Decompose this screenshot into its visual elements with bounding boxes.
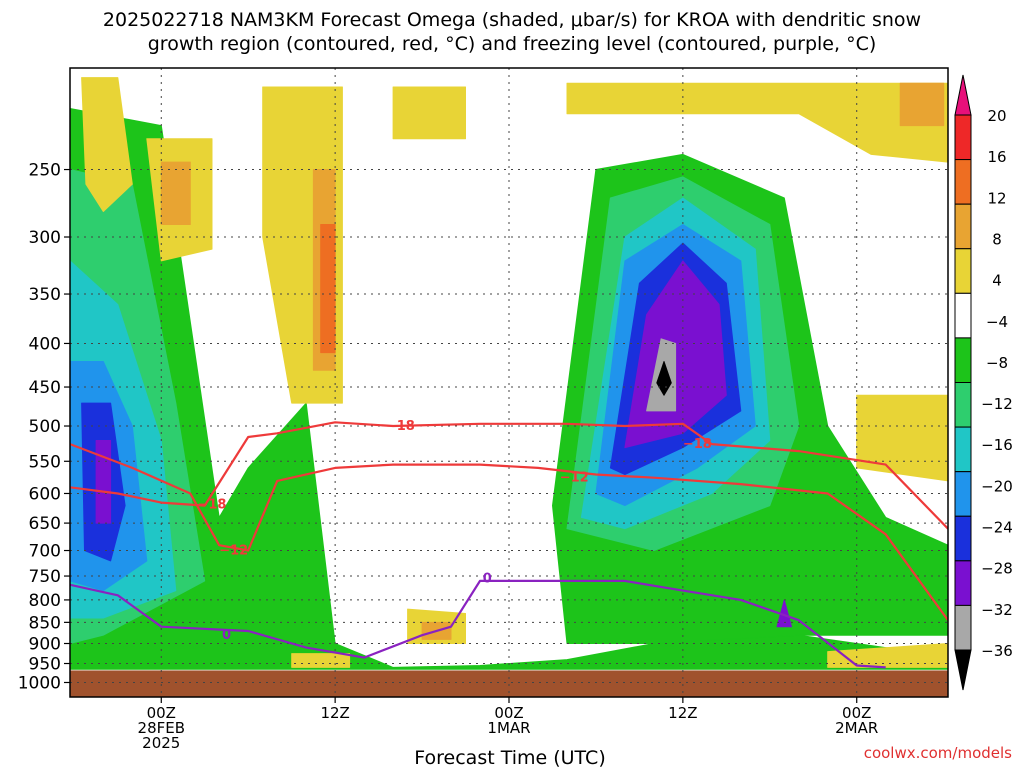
colorbar-box bbox=[954, 382, 972, 428]
colorbar-label: 4 bbox=[992, 272, 1002, 290]
contour-line bbox=[70, 443, 948, 621]
colorbar-box bbox=[954, 426, 972, 473]
y-tick-label: 750 bbox=[29, 567, 61, 587]
colorbar-box bbox=[954, 203, 972, 250]
y-tick-label: 500 bbox=[29, 417, 61, 437]
y-tick-label: 600 bbox=[29, 484, 61, 504]
y-tick-label: 400 bbox=[29, 334, 61, 354]
y-tick-label: 700 bbox=[29, 542, 61, 562]
axes: 2503003504004505005506006507007508008509… bbox=[18, 67, 949, 752]
colorbar-label: −8 bbox=[986, 354, 1008, 372]
x-tick-label: 2MAR bbox=[835, 719, 878, 737]
omega-region bbox=[899, 82, 945, 127]
colorbar-label: −16 bbox=[981, 436, 1013, 454]
contour-label: 0 bbox=[483, 572, 492, 587]
contour-label: −12 bbox=[560, 471, 589, 486]
y-tick-label: 650 bbox=[29, 514, 61, 534]
omega-region bbox=[70, 108, 948, 670]
x-tick-label: 00Z bbox=[147, 704, 176, 722]
contour-label: −18 bbox=[386, 419, 415, 434]
chart-title-line-2: growth region (contoured, red, °C) and f… bbox=[148, 33, 877, 55]
colorbar-label: 20 bbox=[987, 107, 1006, 125]
colorbar-box bbox=[954, 604, 972, 651]
x-tick-label: 2025 bbox=[142, 734, 180, 752]
contour-label: 0 bbox=[222, 628, 231, 643]
colorbar-box bbox=[954, 292, 972, 339]
omega-shading bbox=[70, 68, 948, 697]
omega-region bbox=[827, 643, 948, 668]
omega-region bbox=[320, 224, 336, 354]
x-tick-label: 28FEB bbox=[138, 719, 185, 737]
colorbar-box bbox=[954, 114, 972, 161]
y-tick-label: 850 bbox=[29, 613, 61, 633]
colorbar-box bbox=[954, 248, 972, 294]
chart-title-line-1: 2025022718 NAM3KM Forecast Omega (shaded… bbox=[103, 9, 921, 31]
colorbar-label: −36 bbox=[981, 642, 1013, 660]
omega-region bbox=[95, 440, 112, 524]
x-tick-label: 00Z bbox=[494, 704, 523, 722]
colorbar-top-arrow bbox=[954, 74, 972, 116]
y-tick-label: 300 bbox=[29, 228, 61, 248]
colorbar-label: 8 bbox=[992, 230, 1002, 248]
y-tick-label: 450 bbox=[29, 378, 61, 398]
colorbar-label: 16 bbox=[987, 148, 1006, 166]
colorbar-box bbox=[954, 337, 972, 383]
x-tick-label: 12Z bbox=[668, 704, 697, 722]
x-tick-label: 1MAR bbox=[487, 719, 530, 737]
colorbar-box bbox=[954, 560, 972, 606]
contour-line bbox=[70, 579, 886, 669]
contour-label: −18 bbox=[683, 437, 712, 452]
contour-line bbox=[70, 421, 948, 530]
plot-area bbox=[70, 68, 948, 697]
colorbar-box bbox=[954, 471, 972, 517]
colorbar-label: −12 bbox=[981, 395, 1013, 413]
x-axis-title: Forecast Time (UTC) bbox=[414, 747, 605, 768]
colorbar-box bbox=[954, 515, 972, 562]
omega-region bbox=[291, 653, 351, 668]
omega-region bbox=[566, 82, 948, 163]
y-tick-label: 800 bbox=[29, 591, 61, 611]
x-tick-label: 00Z bbox=[842, 704, 871, 722]
y-tick-label: 900 bbox=[29, 635, 61, 655]
colorbar: 20 16 12 8 4 −4 −8 −12 −16 −20 −24 −28 −32 −36 bbox=[954, 74, 1013, 691]
omega-region bbox=[160, 161, 191, 225]
y-tick-label: 950 bbox=[29, 655, 61, 675]
contour-label: −18 bbox=[197, 497, 226, 512]
x-tick-label: 12Z bbox=[320, 704, 349, 722]
y-tick-label: 1000 bbox=[18, 673, 61, 693]
y-tick-label: 350 bbox=[29, 285, 61, 305]
colorbar-bottom-arrow bbox=[954, 649, 972, 691]
colorbar-label: −4 bbox=[986, 313, 1008, 331]
ground-layer bbox=[70, 670, 948, 697]
colorbar-box bbox=[954, 159, 972, 205]
colorbar-label: −24 bbox=[981, 519, 1013, 537]
omega-region bbox=[856, 394, 948, 482]
omega-region bbox=[81, 77, 133, 212]
colorbar-label: −20 bbox=[981, 477, 1013, 495]
y-tick-label: 250 bbox=[29, 161, 61, 181]
colorbar-label: −28 bbox=[981, 560, 1013, 578]
colorbar-label: −32 bbox=[981, 601, 1013, 619]
contour-label: −12 bbox=[219, 544, 248, 559]
colorbar-label: 12 bbox=[987, 189, 1006, 207]
omega-region bbox=[392, 86, 466, 140]
contour-layer: −18 −18 −18 −12 −12 0 0 bbox=[70, 419, 948, 669]
omega-region bbox=[656, 361, 672, 396]
credit-text: coolwx.com/models bbox=[864, 744, 1012, 762]
y-tick-label: 550 bbox=[29, 452, 61, 472]
